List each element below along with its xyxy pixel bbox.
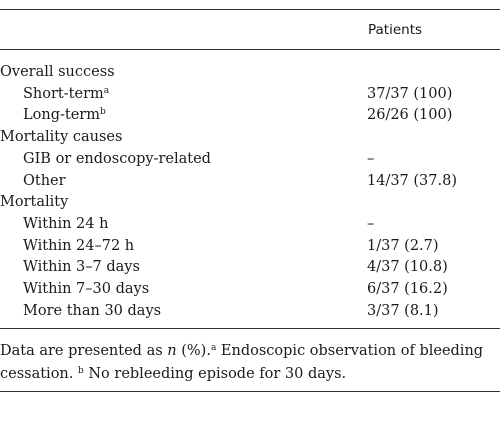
row-label: More than 30 days [23,302,162,319]
footnote-text: Data are presented as [0,343,168,359]
table-row: Other 14/37 (37.8) [0,170,500,192]
row-value: 3/37 (8.1) [367,302,439,319]
table-row: Long-termb 26/26 (100) [0,104,500,126]
row-value: – [367,215,375,232]
table-row: Mortality causes [0,126,500,148]
end-rule [0,391,500,392]
footnote-mark-a: a [210,343,217,353]
column-header-patients: Patients [368,22,423,38]
footnote-n: n [167,343,177,359]
table-footnote: Data are presented as n (%).a Endoscopic… [0,340,495,386]
row-label: Other [23,172,66,189]
row-value: – [367,150,375,167]
bottom-rule [0,328,500,329]
row-label: Long-termb [23,107,106,124]
row-footnote-mark: b [99,107,106,118]
top-rule [0,9,500,10]
table-row: Within 3–7 days 4/37 (10.8) [0,256,500,278]
row-value: 6/37 (16.2) [367,281,448,297]
row-label: Within 24 h [23,215,109,232]
table-row: More than 30 days 3/37 (8.1) [0,300,500,322]
section-label: Mortality causes [0,129,123,146]
footnote-b-text: No rebleeding episode for 30 days. [83,366,347,382]
footnote-a-text: Endoscopic observation of bleeding cessa… [0,343,484,382]
table-row: Mortality [0,191,500,213]
header-rule [0,49,500,50]
row-label: Within 7–30 days [23,281,150,297]
footnote-mark-b: b [77,366,84,376]
table-row: Within 24 h – [0,213,500,235]
table-row: Within 24–72 h 1/37 (2.7) [0,235,500,257]
row-footnote-mark: a [103,85,110,96]
table-row: GIB or endoscopy-related – [0,148,500,170]
row-value: 4/37 (10.8) [367,259,448,276]
table-row: Within 7–30 days 6/37 (16.2) [0,278,500,300]
row-label: Within 24–72 h [23,237,135,254]
table-row: Overall success [0,61,500,83]
row-value: 26/26 (100) [367,107,453,124]
row-label: Within 3–7 days [23,259,140,276]
row-value: 14/37 (37.8) [367,172,457,189]
row-value: 1/37 (2.7) [367,237,439,254]
row-label: GIB or endoscopy-related [23,150,211,167]
row-value: 37/37 (100) [367,85,453,102]
section-label: Mortality [0,194,69,211]
table-row: Short-terma 37/37 (100) [0,83,500,105]
footnote-text: (%). [176,343,211,359]
row-label: Short-terma [23,85,110,102]
section-label: Overall success [0,64,115,80]
